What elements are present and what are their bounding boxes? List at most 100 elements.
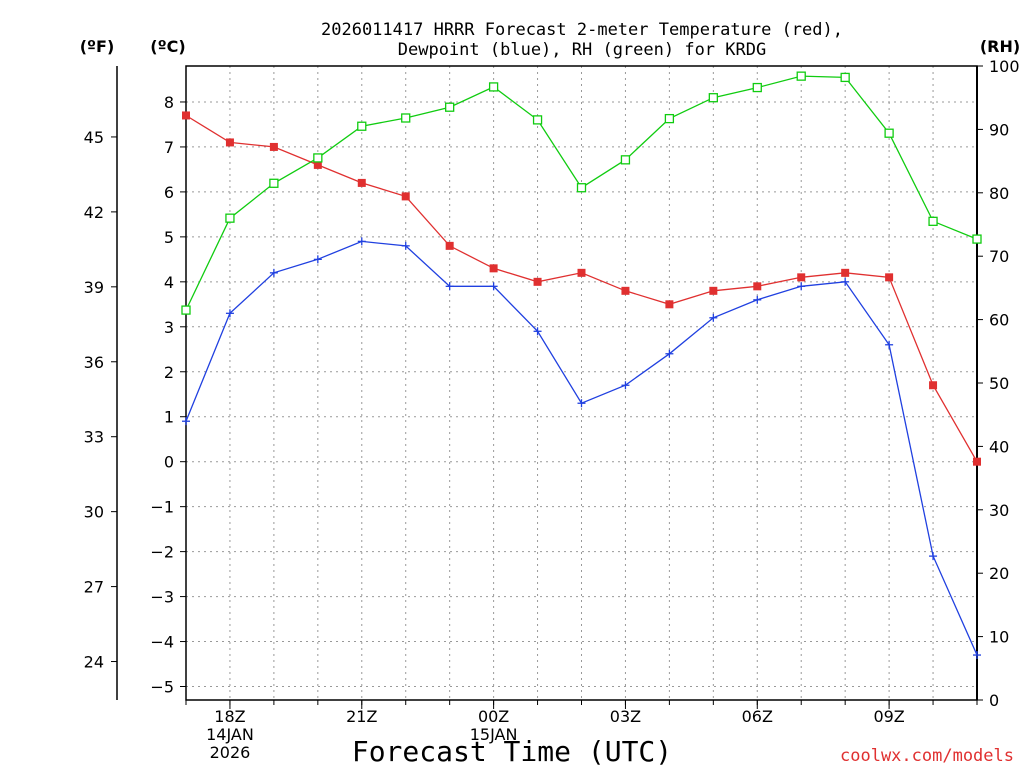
fahrenheit-tick-label: 24	[84, 653, 104, 672]
data-point-open-square	[708, 93, 718, 103]
data-point-plus	[357, 237, 366, 246]
x-tick-label: 14JAN	[206, 725, 254, 744]
data-point-square	[621, 286, 630, 295]
series-dewpoint	[182, 237, 981, 660]
rh-tick-label: 50	[989, 374, 1009, 393]
celsius-tick-label: −4	[150, 633, 174, 652]
data-point-plus	[973, 651, 981, 660]
rh-tick-label: 40	[989, 437, 1009, 456]
data-point-open-square	[532, 115, 543, 125]
data-point-plus	[621, 381, 630, 390]
rh-tick-label: 10	[989, 628, 1009, 647]
data-point-open-square	[445, 102, 455, 112]
data-point-square	[533, 277, 542, 286]
rh-tick-label: 100	[989, 57, 1020, 76]
data-point-square	[797, 273, 806, 282]
data-point-plus	[577, 399, 586, 408]
data-point-square	[929, 381, 938, 390]
series-rh	[181, 71, 982, 315]
data-point-square	[401, 192, 410, 201]
celsius-tick-label: 3	[164, 318, 174, 337]
data-point-square	[225, 138, 234, 147]
data-point-square	[753, 282, 762, 291]
celsius-tick-label: 5	[164, 228, 174, 247]
data-point-plus	[709, 313, 718, 322]
rh-tick-label: 60	[989, 311, 1009, 330]
rh-tick-label: 20	[989, 564, 1009, 583]
data-point-plus	[225, 309, 234, 318]
data-point-square	[489, 264, 498, 273]
celsius-tick-label: 2	[164, 363, 174, 382]
fahrenheit-axis-unit: (ºF)	[80, 37, 115, 56]
data-series	[181, 71, 982, 660]
data-point-plus	[269, 268, 278, 277]
data-point-open-square	[313, 153, 323, 163]
data-point-open-square	[181, 305, 191, 315]
data-point-square	[973, 457, 981, 466]
rh-axis-unit: (RH)	[980, 37, 1020, 56]
x-tick-label: 00Z	[478, 707, 509, 726]
fahrenheit-tick-label: 45	[84, 128, 104, 147]
fahrenheit-tick-label: 42	[84, 203, 104, 222]
chart-title: 2026011417 HRRR Forecast 2-meter Tempera…	[321, 20, 843, 40]
data-point-plus	[533, 327, 542, 336]
x-tick-label: 03Z	[610, 707, 641, 726]
celsius-tick-label: −1	[150, 498, 174, 517]
data-point-plus	[401, 241, 410, 250]
data-point-square	[885, 273, 894, 282]
data-point-open-square	[620, 155, 631, 165]
data-point-open-square	[840, 72, 850, 83]
data-point-open-square	[357, 121, 367, 131]
x-tick-label: 21Z	[346, 707, 377, 726]
x-tick-label: 2026	[210, 743, 251, 762]
celsius-tick-label: −2	[150, 543, 174, 562]
celsius-axis-unit: (ºC)	[150, 37, 185, 56]
credit-text: coolwx.com/models	[840, 746, 1014, 766]
data-point-open-square	[796, 71, 806, 81]
celsius-tick-label: 7	[164, 138, 174, 157]
data-point-square	[709, 286, 718, 295]
data-point-open-square	[225, 213, 235, 223]
rh-tick-label: 0	[989, 691, 999, 710]
data-point-square	[357, 178, 366, 187]
celsius-tick-label: 8	[164, 93, 174, 112]
fahrenheit-tick-label: 36	[84, 353, 104, 372]
x-tick-label: 18Z	[214, 707, 245, 726]
series-2-meter-temperature	[182, 111, 981, 466]
axis-ticks: −5 −4 −3 −2 −1 0 1 2 3 45 6 7 8 24 27 30 33 36 39 42 4 50 10 20…	[84, 57, 1020, 762]
rh-tick-label: 80	[989, 184, 1009, 203]
celsius-tick-label: 4	[164, 273, 174, 292]
celsius-tick-label: −5	[150, 678, 174, 697]
fahrenheit-tick-label: 39	[84, 278, 104, 297]
data-point-square	[445, 241, 454, 250]
data-point-plus	[182, 417, 190, 426]
data-point-open-square	[884, 128, 894, 138]
x-tick-label: 15JAN	[470, 725, 518, 744]
data-point-plus	[665, 349, 674, 358]
celsius-tick-label: −3	[150, 588, 174, 607]
fahrenheit-tick-label: 27	[84, 578, 104, 597]
rh-tick-label: 90	[989, 120, 1009, 139]
data-point-plus	[841, 277, 850, 286]
data-point-plus	[489, 282, 498, 291]
data-point-plus	[753, 295, 762, 304]
data-point-square	[841, 268, 850, 277]
x-tick-label: 06Z	[742, 707, 773, 726]
celsius-tick-label: 1	[164, 408, 174, 427]
x-axis-label: Forecast Time (UTC)	[352, 735, 672, 768]
data-point-open-square	[401, 113, 411, 123]
data-point-open-square	[972, 234, 982, 244]
data-point-square	[313, 160, 322, 169]
fahrenheit-tick-label: 33	[84, 428, 104, 447]
data-point-open-square	[576, 183, 587, 193]
data-point-open-square	[928, 216, 938, 226]
data-point-open-square	[269, 178, 279, 188]
data-point-plus	[313, 255, 322, 264]
fahrenheit-tick-label: 30	[84, 503, 104, 522]
data-point-open-square	[488, 82, 499, 92]
celsius-tick-label: 6	[164, 183, 174, 202]
data-point-plus	[885, 340, 894, 349]
data-point-square	[269, 142, 278, 151]
